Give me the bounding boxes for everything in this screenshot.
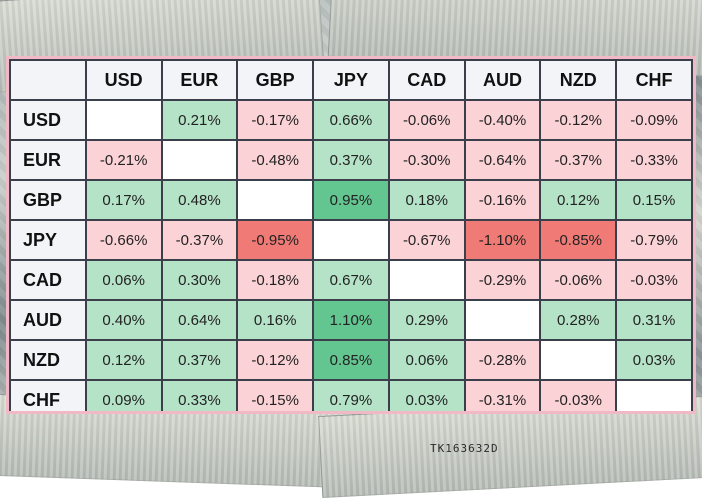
heatmap-cell: [463, 299, 542, 341]
currency-heatmap-frame: USD EUR GBP JPY CAD AUD NZD CHF USD 0.21%…: [6, 56, 696, 414]
heatmap-cell: -0.18%: [236, 259, 315, 301]
heatmap-cell: -0.66%: [84, 219, 163, 261]
heatmap-cell: -0.85%: [539, 219, 618, 261]
row-header: NZD: [9, 339, 87, 381]
heatmap-cell: -0.06%: [387, 99, 466, 141]
heatmap-cell: 0.29%: [387, 299, 466, 341]
heatmap-cell: [615, 379, 693, 411]
heatmap-cell: 0.28%: [539, 299, 618, 341]
heatmap-cell: 0.66%: [312, 99, 390, 141]
column-header: CHF: [615, 59, 693, 101]
heatmap-cell: 0.67%: [312, 259, 390, 301]
heatmap-cell: 0.09%: [84, 379, 163, 411]
row-header: USD: [9, 99, 87, 141]
table-row: NZD 0.12% 0.37% -0.12% 0.85% 0.06% -0.28% 0.03%: [9, 339, 693, 381]
heatmap-cell: [160, 139, 239, 181]
heatmap-cell: 0.16%: [236, 299, 315, 341]
heatmap-cell: -0.17%: [236, 99, 315, 141]
heatmap-cell: -0.79%: [615, 219, 693, 261]
heatmap-cell: -0.28%: [463, 339, 542, 381]
table-row: USD 0.21% -0.17% 0.66% -0.06% -0.40% -0.12% -0.…: [9, 99, 693, 141]
column-header: USD: [84, 59, 163, 101]
table-row: CAD 0.06% 0.30% -0.18% 0.67% -0.29% -0.06% -0.0…: [9, 259, 693, 301]
heatmap-cell: -0.67%: [387, 219, 466, 261]
heatmap-cell: -0.12%: [539, 99, 618, 141]
heatmap-cell: 0.48%: [160, 179, 239, 221]
heatmap-cell: -0.09%: [615, 99, 693, 141]
row-header: GBP: [9, 179, 87, 221]
heatmap-cell: 0.33%: [160, 379, 239, 411]
heatmap-cell: -0.03%: [539, 379, 618, 411]
table-row: GBP 0.17% 0.48% 0.95% 0.18% -0.16% 0.12% 0.15%: [9, 179, 693, 221]
heatmap-cell: -0.40%: [463, 99, 542, 141]
heatmap-cell: -0.16%: [463, 179, 542, 221]
heatmap-cell: 0.79%: [312, 379, 390, 411]
heatmap-cell: 0.31%: [615, 299, 693, 341]
table-row: JPY -0.66% -0.37% -0.95% -0.67% -1.10% -0.85% -…: [9, 219, 693, 261]
heatmap-cell: [539, 339, 618, 381]
column-header: GBP: [236, 59, 315, 101]
heatmap-cell: 0.18%: [387, 179, 466, 221]
heatmap-cell: 0.12%: [539, 179, 618, 221]
heatmap-cell: 0.95%: [312, 179, 390, 221]
column-header: AUD: [463, 59, 542, 101]
banknote-serial-number: TK163632D: [430, 442, 499, 455]
heatmap-cell: 0.12%: [84, 339, 163, 381]
heatmap-cell: -0.15%: [236, 379, 315, 411]
heatmap-cell: -0.31%: [463, 379, 542, 411]
heatmap-cell: 0.37%: [312, 139, 390, 181]
table-row: CHF 0.09% 0.33% -0.15% 0.79% 0.03% -0.31% -0.03…: [9, 379, 693, 411]
table-row: AUD 0.40% 0.64% 0.16% 1.10% 0.29% 0.28% 0.31%: [9, 299, 693, 341]
heatmap-cell: 0.03%: [387, 379, 466, 411]
heatmap-cell: -0.12%: [236, 339, 315, 381]
heatmap-cell: -0.30%: [387, 139, 466, 181]
column-header: JPY: [312, 59, 390, 101]
heatmap-cell: -0.37%: [160, 219, 239, 261]
header-row: USD EUR GBP JPY CAD AUD NZD CHF: [9, 59, 693, 101]
heatmap-cell: 0.37%: [160, 339, 239, 381]
row-header: AUD: [9, 299, 87, 341]
heatmap-cell: -0.33%: [615, 139, 693, 181]
row-header: CHF: [9, 379, 87, 411]
heatmap-cell: -0.95%: [236, 219, 315, 261]
heatmap-cell: 0.15%: [615, 179, 693, 221]
heatmap-cell: [84, 99, 163, 141]
column-header: EUR: [160, 59, 239, 101]
heatmap-cell: [312, 219, 390, 261]
heatmap-cell: 0.06%: [387, 339, 466, 381]
heatmap-cell: 0.30%: [160, 259, 239, 301]
heatmap-cell: -0.29%: [463, 259, 542, 301]
currency-strength-table: USD EUR GBP JPY CAD AUD NZD CHF USD 0.21%…: [9, 59, 693, 411]
heatmap-cell: 0.40%: [84, 299, 163, 341]
column-header: CAD: [387, 59, 466, 101]
heatmap-cell: 0.64%: [160, 299, 239, 341]
heatmap-cell: [387, 259, 466, 301]
heatmap-cell: -0.21%: [84, 139, 163, 181]
heatmap-cell: -0.64%: [463, 139, 542, 181]
heatmap-cell: -0.06%: [539, 259, 618, 301]
heatmap-cell: 1.10%: [312, 299, 390, 341]
heatmap-cell: 0.85%: [312, 339, 390, 381]
heatmap-cell: 0.21%: [160, 99, 239, 141]
corner-cell: [9, 59, 87, 101]
row-header: CAD: [9, 259, 87, 301]
heatmap-cell: -0.37%: [539, 139, 618, 181]
heatmap-cell: 0.06%: [84, 259, 163, 301]
heatmap-cell: -0.48%: [236, 139, 315, 181]
heatmap-cell: -1.10%: [463, 219, 542, 261]
heatmap-cell: 0.17%: [84, 179, 163, 221]
heatmap-cell: 0.03%: [615, 339, 693, 381]
column-header: NZD: [539, 59, 618, 101]
row-header: JPY: [9, 219, 87, 261]
table-row: EUR -0.21% -0.48% 0.37% -0.30% -0.64% -0.37% -0…: [9, 139, 693, 181]
heatmap-cell: -0.03%: [615, 259, 693, 301]
row-header: EUR: [9, 139, 87, 181]
heatmap-cell: [236, 179, 315, 221]
